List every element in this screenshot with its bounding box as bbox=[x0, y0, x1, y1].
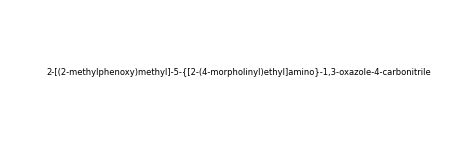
Text: 2-[(2-methylphenoxy)methyl]-5-{[2-(4-morpholinyl)ethyl]amino}-1,3-oxazole-4-carb: 2-[(2-methylphenoxy)methyl]-5-{[2-(4-mor… bbox=[47, 68, 431, 77]
